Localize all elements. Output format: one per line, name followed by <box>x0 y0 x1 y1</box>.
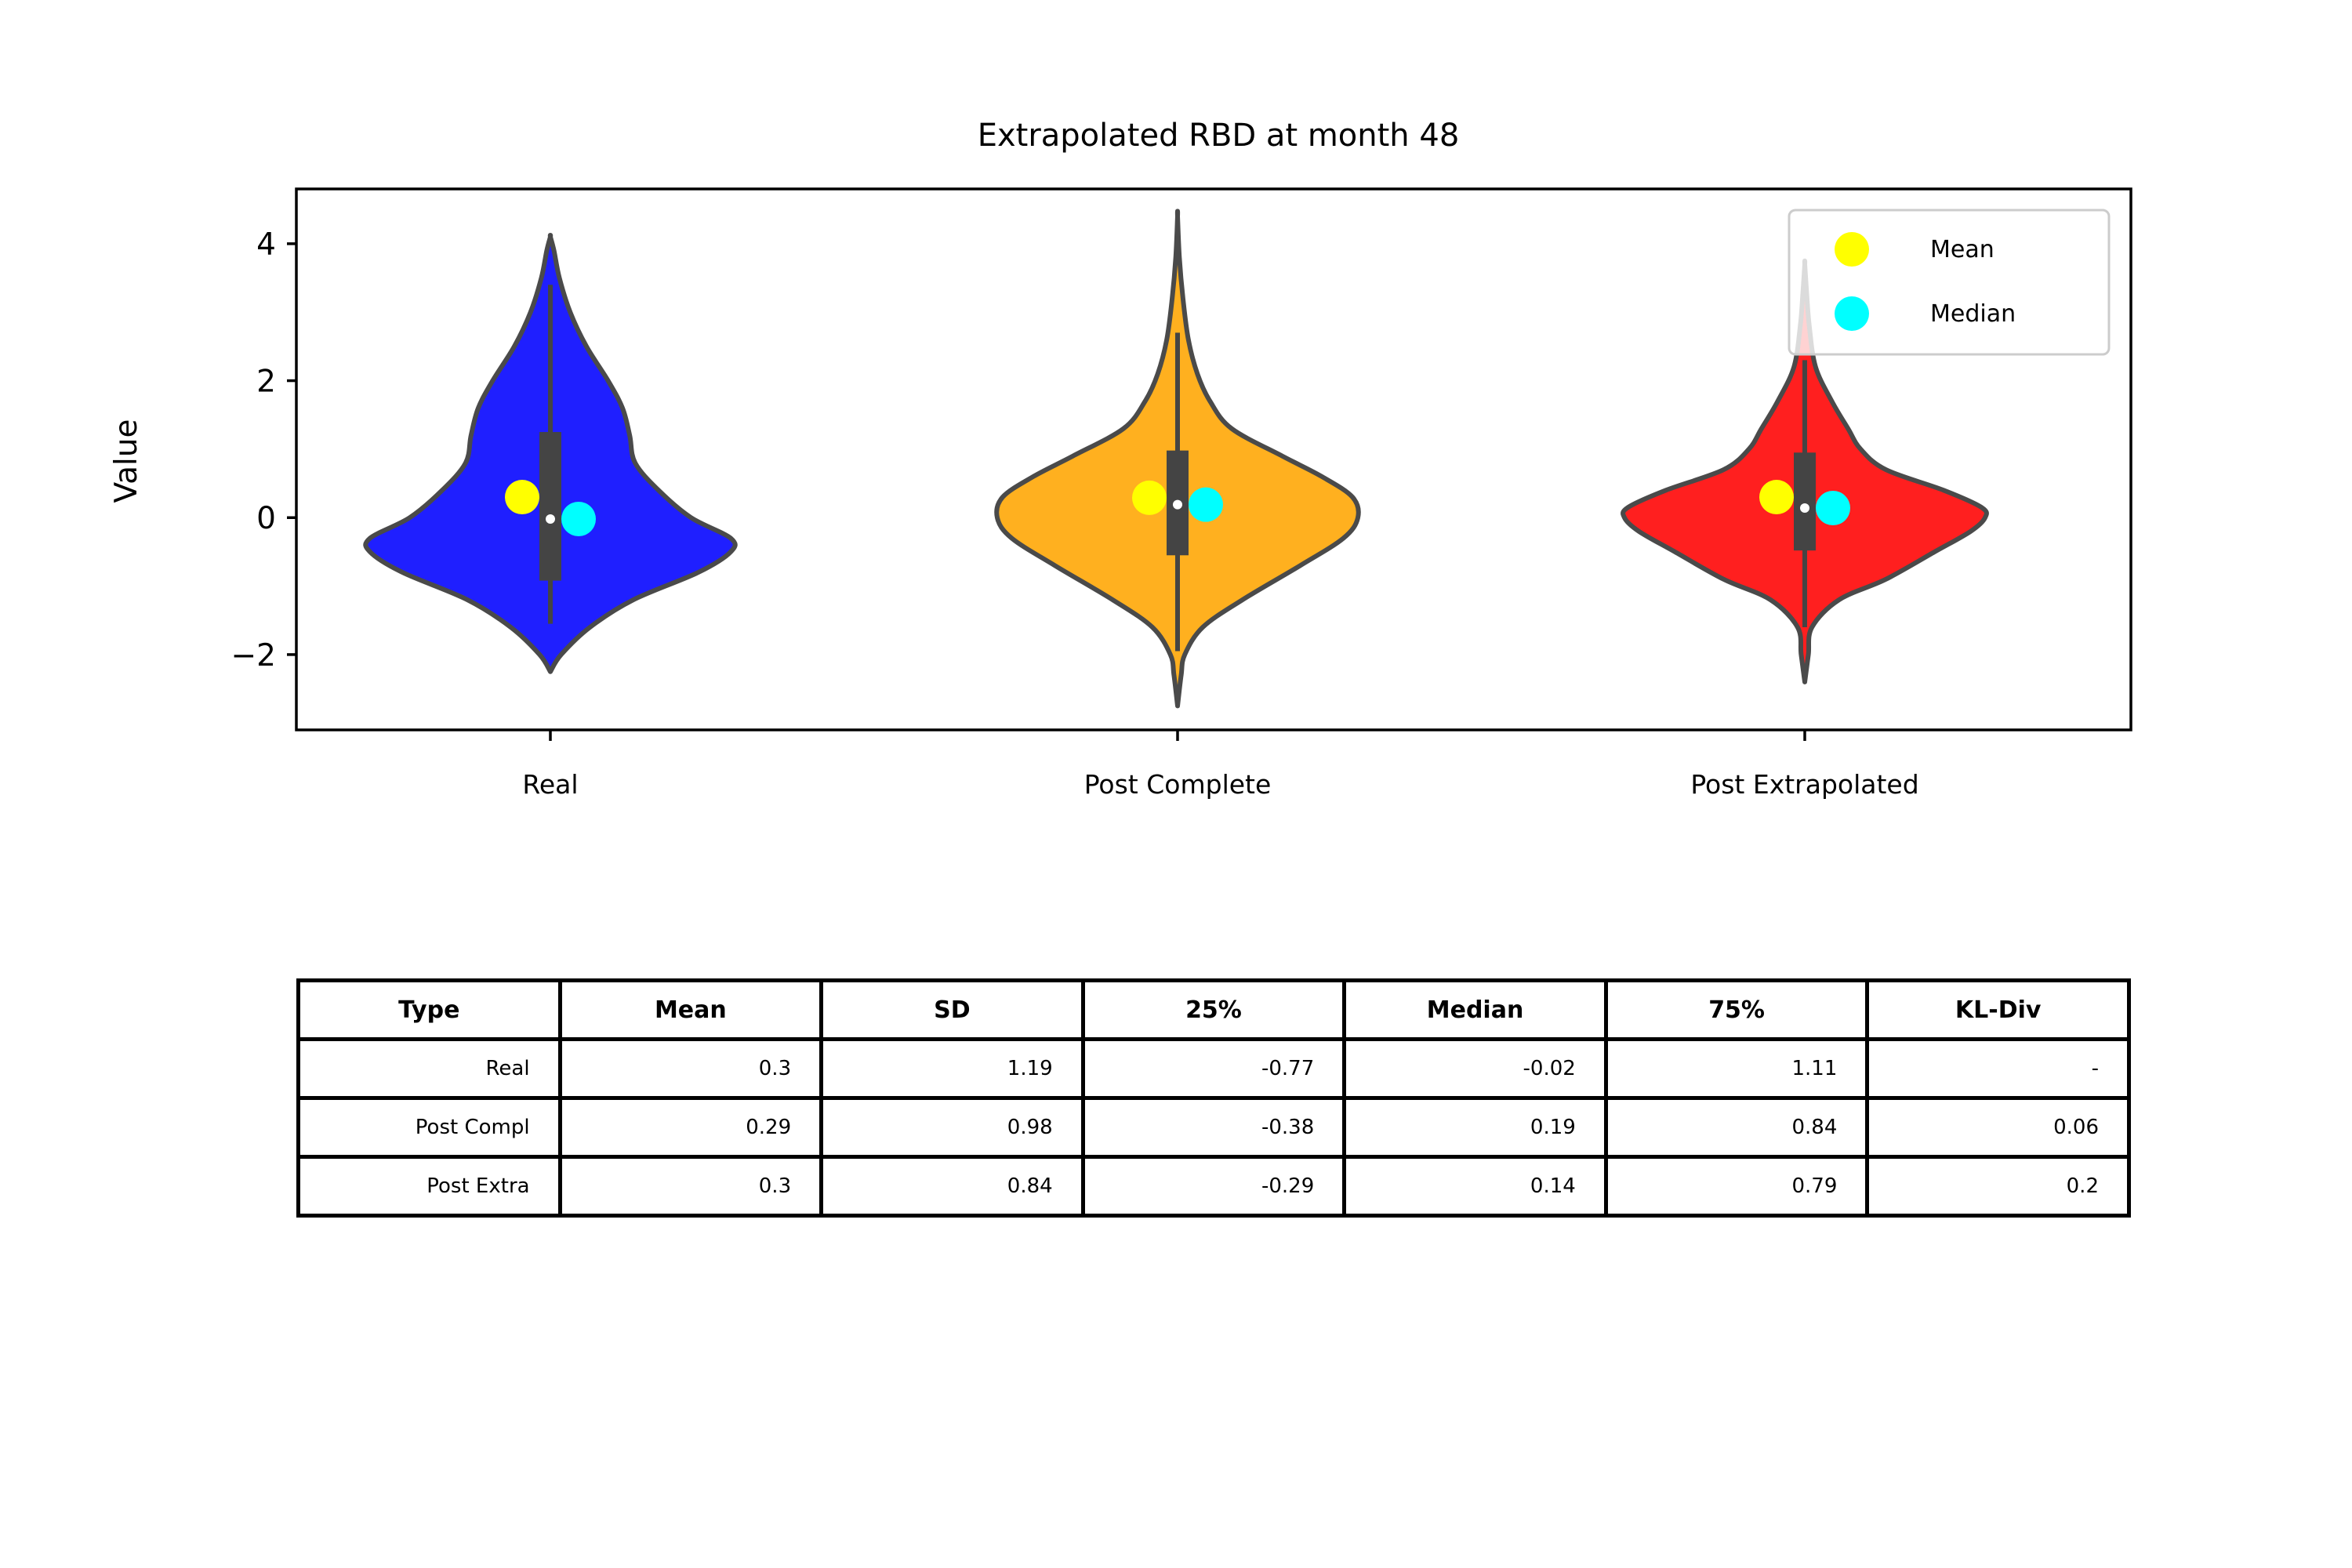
table-header-row: Type Mean SD 25% Median 75% KL-Div <box>296 978 2131 1041</box>
violin-inner-median-post-extrapolated <box>1800 503 1809 514</box>
y-tick-label: 4 <box>256 227 276 263</box>
stats-table: Type Mean SD 25% Median 75% KL-Div Real … <box>296 978 2131 1218</box>
table-header-type: Type <box>296 978 562 1041</box>
chart-title: Extrapolated RBD at month 48 <box>978 118 1460 154</box>
violin-box-post-extrapolated <box>1794 452 1816 551</box>
legend-median-label: Median <box>1930 300 2016 328</box>
mean-marker-post-complete <box>1132 480 1167 515</box>
table-row: Real 0.3 1.19 -0.77 -0.02 1.11 - <box>296 1037 2131 1100</box>
mean-marker-post-extrapolated <box>1759 480 1794 515</box>
table-header-kl-div: KL-Div <box>1865 978 2131 1041</box>
table-cell: Post Compl <box>296 1096 562 1159</box>
table-cell: -0.29 <box>1080 1155 1347 1218</box>
table-cell: 0.84 <box>1603 1096 1870 1159</box>
legend-median-marker <box>1835 296 1869 331</box>
table-cell: -0.38 <box>1080 1096 1347 1159</box>
table-header-sd: SD <box>819 978 1085 1041</box>
table-cell: 0.3 <box>557 1037 824 1100</box>
plot-frame <box>295 187 2132 731</box>
table-cell: 0.14 <box>1342 1155 1608 1218</box>
legend-frame <box>1788 209 2111 356</box>
x-tick-label: Post Complete <box>1084 769 1272 800</box>
legend-mean-marker <box>1835 232 1869 267</box>
table-cell: 1.19 <box>819 1037 1085 1100</box>
table-row: Post Compl 0.29 0.98 -0.38 0.19 0.84 0.0… <box>296 1096 2131 1159</box>
table-cell: 0.2 <box>1865 1155 2131 1218</box>
mean-marker-real <box>505 480 539 515</box>
legend-mean-label: Mean <box>1930 236 1994 263</box>
y-tick-label: 2 <box>256 365 276 400</box>
table-cell: - <box>1865 1037 2131 1100</box>
median-marker-post-extrapolated <box>1816 491 1850 526</box>
median-marker-post-complete <box>1189 487 1223 522</box>
legend: Mean Median <box>1788 209 2111 356</box>
table-cell: 0.79 <box>1603 1155 1870 1218</box>
table-cell: 0.84 <box>819 1155 1085 1218</box>
y-tick-label: −2 <box>231 638 277 673</box>
y-axis-ticks: −2 0 2 4 <box>231 227 296 673</box>
table-cell: Post Extra <box>296 1155 562 1218</box>
table-cell: 0.29 <box>557 1096 824 1159</box>
violin-inner-median-post-complete <box>1173 499 1182 510</box>
table-header-q75: 75% <box>1603 978 1870 1041</box>
table-cell: 0.06 <box>1865 1096 2131 1159</box>
table-header-q25: 25% <box>1080 978 1347 1041</box>
table-cell: 0.3 <box>557 1155 824 1218</box>
table-cell: -0.02 <box>1342 1037 1608 1100</box>
x-axis-ticks: Real Post Complete Post Extrapolated <box>522 730 1919 800</box>
table-cell: 0.98 <box>819 1096 1085 1159</box>
violins-group <box>363 209 1989 709</box>
violin-box-real <box>539 432 561 581</box>
table-cell: 0.19 <box>1342 1096 1608 1159</box>
median-marker-real <box>561 501 596 536</box>
table-cell: -0.77 <box>1080 1037 1347 1100</box>
table-cell: Real <box>296 1037 562 1100</box>
violin-inner-median-real <box>546 514 555 524</box>
table-header-median: Median <box>1342 978 1608 1041</box>
table-cell: 1.11 <box>1603 1037 1870 1100</box>
table-header-mean: Mean <box>557 978 824 1041</box>
x-tick-label: Real <box>522 769 578 800</box>
table-row: Post Extra 0.3 0.84 -0.29 0.14 0.79 0.2 <box>296 1155 2131 1218</box>
x-tick-label: Post Extrapolated <box>1690 769 1918 800</box>
y-axis-label: Value <box>109 419 144 503</box>
y-tick-label: 0 <box>256 501 276 536</box>
